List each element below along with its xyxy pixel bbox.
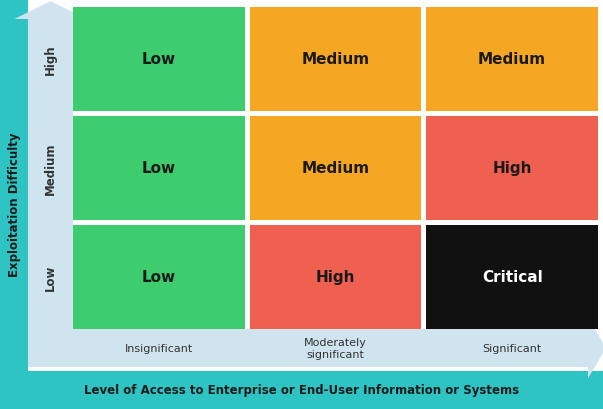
Text: High: High (316, 270, 355, 285)
Text: Level of Access to Enterprise or End-User Information or Systems: Level of Access to Enterprise or End-Use… (84, 384, 519, 397)
Text: Medium: Medium (478, 52, 546, 67)
Polygon shape (14, 2, 86, 367)
Text: Medium: Medium (44, 142, 57, 195)
Text: Low: Low (142, 270, 176, 285)
Text: Medium: Medium (302, 161, 370, 176)
Bar (73, 117, 245, 220)
Bar (73, 8, 245, 112)
Polygon shape (68, 318, 603, 378)
Bar (426, 8, 598, 112)
Text: High: High (493, 161, 532, 176)
Text: High: High (44, 45, 57, 75)
Text: Critical: Critical (482, 270, 543, 285)
Text: Exploitation Difficulty: Exploitation Difficulty (7, 133, 21, 276)
Bar (73, 225, 245, 329)
Text: Low: Low (142, 161, 176, 176)
Text: Low: Low (44, 264, 57, 290)
Text: Insignificant: Insignificant (125, 343, 193, 353)
Text: Medium: Medium (302, 52, 370, 67)
Bar (0, 371, 603, 409)
Bar (426, 117, 598, 220)
Bar (0, 0, 28, 409)
Text: Moderately
significant: Moderately significant (304, 337, 367, 359)
Text: Low: Low (142, 52, 176, 67)
Bar (250, 117, 421, 220)
Text: Significant: Significant (482, 343, 541, 353)
Bar (250, 8, 421, 112)
Bar (250, 225, 421, 329)
Bar (426, 225, 598, 329)
